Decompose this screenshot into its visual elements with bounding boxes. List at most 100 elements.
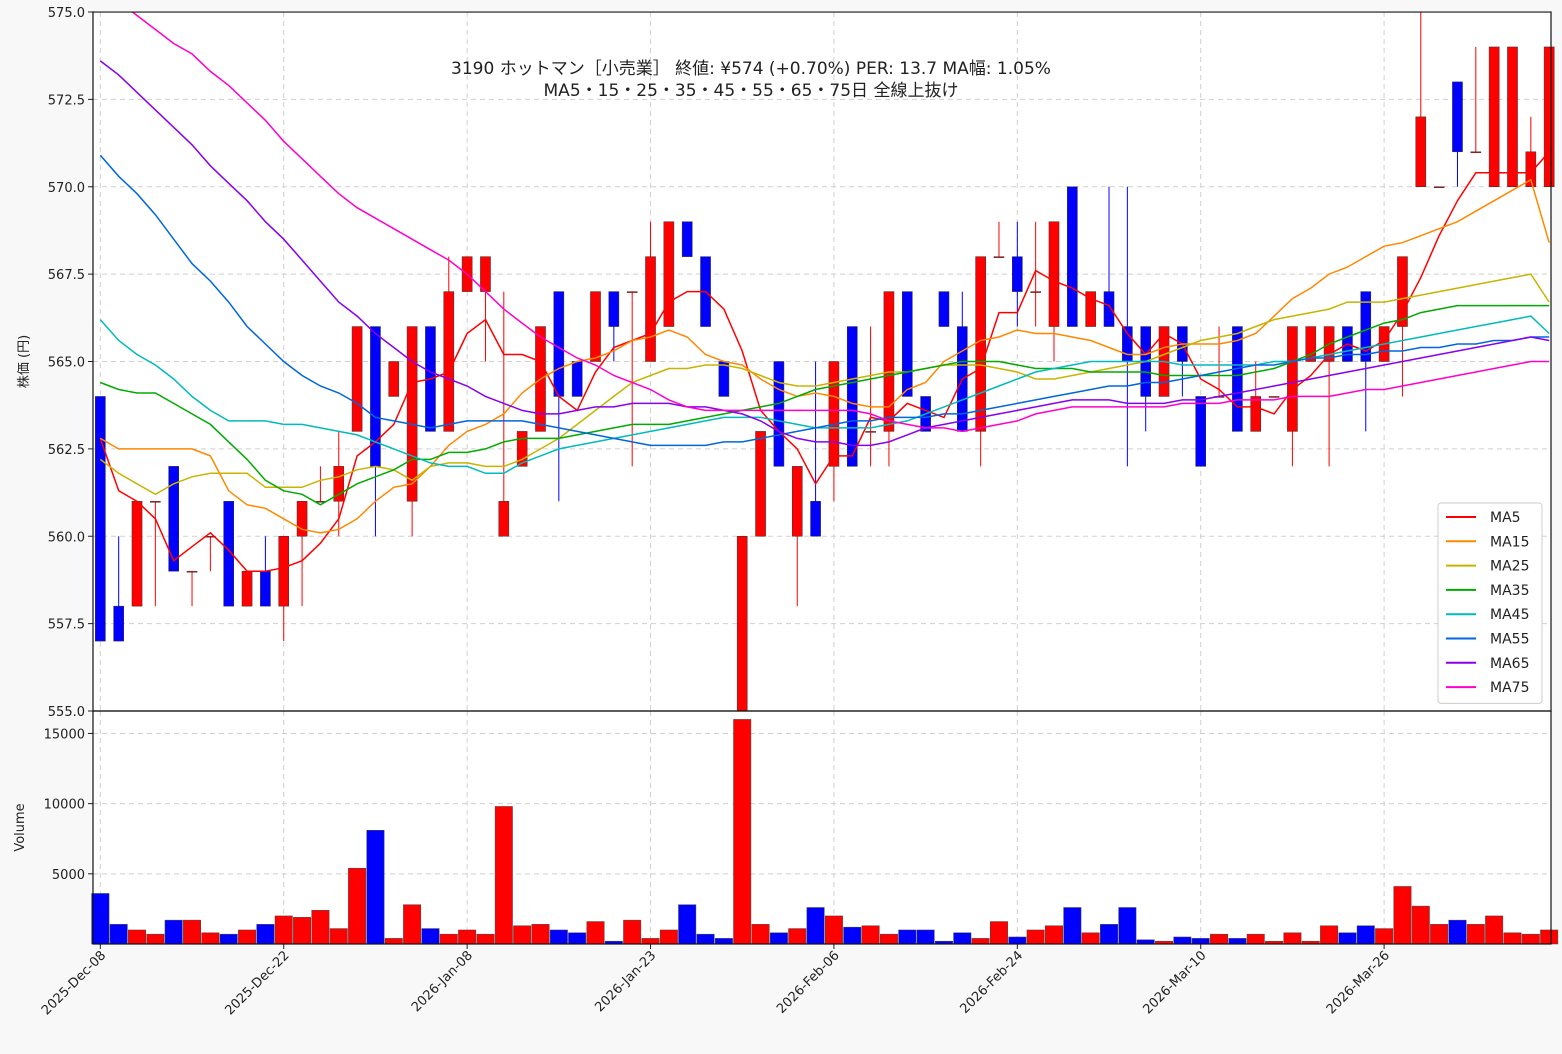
price-tick-label: 572.5 xyxy=(48,93,85,108)
volume-bar xyxy=(1246,933,1265,945)
volume-bar xyxy=(990,921,1008,945)
x-tick-label: 2025-Dec-08 xyxy=(39,948,109,1018)
candle-body xyxy=(131,501,143,607)
candle-body xyxy=(681,221,693,257)
volume-bar xyxy=(128,929,146,945)
candle-body xyxy=(260,570,271,607)
volume-bar xyxy=(1063,907,1082,945)
candle-body xyxy=(1360,291,1372,362)
volume-bar xyxy=(1118,907,1137,945)
candle-body xyxy=(168,466,179,572)
candle-body xyxy=(95,396,106,642)
ma-line-ma25 xyxy=(99,273,1550,496)
volume-bar xyxy=(238,929,257,945)
volume-bar xyxy=(733,719,752,945)
volume-panel-bg xyxy=(93,711,1551,944)
candle-body xyxy=(846,326,858,467)
x-tick-label: 2026-Mar-10 xyxy=(1140,948,1209,1017)
volume-bar xyxy=(1191,938,1210,945)
volume-bar xyxy=(1026,929,1045,945)
price-axis-label: 株価 (円) xyxy=(17,335,32,388)
x-tick-label: 2026-Jan-08 xyxy=(409,948,476,1015)
x-tick-label: 2025-Dec-22 xyxy=(222,948,292,1018)
candle-body xyxy=(498,501,510,537)
candle-body xyxy=(828,361,840,467)
candle-body xyxy=(1543,46,1555,188)
candle-body xyxy=(1085,291,1096,327)
candle-body xyxy=(1195,396,1207,467)
volume-tick-label: 10000 xyxy=(44,798,85,813)
volume-bar xyxy=(1521,933,1540,945)
candle-body xyxy=(1048,221,1060,327)
volume-bar xyxy=(696,933,715,945)
volume-bar xyxy=(806,907,825,945)
volume-bar xyxy=(1210,933,1229,945)
volume-bar xyxy=(714,938,733,945)
candle-body xyxy=(755,431,766,537)
candle-body xyxy=(351,326,363,432)
ma-line-ma5 xyxy=(99,151,1550,572)
volume-bar xyxy=(1045,925,1063,945)
volume-bar xyxy=(366,830,385,945)
price-tick-label: 567.5 xyxy=(48,268,85,283)
price-tick-label: 575.0 xyxy=(48,6,85,21)
candle-body xyxy=(1268,396,1280,398)
volume-bar xyxy=(971,938,990,945)
candle-body xyxy=(278,536,290,607)
volume-bar xyxy=(824,915,843,945)
volume-bar xyxy=(494,806,513,945)
candle-body xyxy=(1030,291,1041,293)
volume-bar xyxy=(293,917,312,945)
ma-line-ma15 xyxy=(99,178,1550,534)
volume-bar xyxy=(274,915,293,945)
volume-bar xyxy=(513,925,532,945)
volume-bar xyxy=(898,929,917,945)
legend-label: MA65 xyxy=(1490,656,1529,672)
candle-body xyxy=(938,291,950,327)
candle-body xyxy=(791,466,803,537)
volume-bar xyxy=(439,933,458,945)
x-tick-label: 2026-Feb-24 xyxy=(958,948,1027,1017)
volume-bar xyxy=(256,924,275,945)
volume-bar xyxy=(1430,924,1449,945)
volume-bar xyxy=(421,928,440,945)
volume-bar xyxy=(1338,932,1357,945)
volume-bar xyxy=(219,933,238,945)
candle-body xyxy=(1012,256,1023,292)
candle-body xyxy=(901,291,913,397)
volume-bars xyxy=(91,719,1559,945)
volume-bar xyxy=(586,921,605,945)
price-tick-label: 555.0 xyxy=(48,705,85,720)
volume-bar xyxy=(879,933,898,945)
price-tick-label: 565.0 xyxy=(48,356,85,371)
volume-bar xyxy=(1448,919,1467,945)
volume-bar xyxy=(953,932,972,945)
volume-bar xyxy=(568,932,587,945)
candle-body xyxy=(553,291,565,397)
candle-body xyxy=(1452,81,1463,153)
volume-bar xyxy=(329,928,348,945)
volume-bar xyxy=(91,893,110,945)
volume-bar xyxy=(788,928,807,945)
volume-bar xyxy=(916,929,935,945)
candle-body xyxy=(113,605,124,642)
candle-body xyxy=(1067,186,1078,327)
volume-bar xyxy=(183,919,201,945)
volume-tick-label: 15000 xyxy=(44,727,85,742)
chart-title: 3190 ホットマン［小売業］ 終値: ¥574 (+0.70%) PER: 1… xyxy=(451,59,1051,79)
volume-bar xyxy=(1228,938,1247,945)
volume-y-axis: 5000 10000 15000 xyxy=(44,727,1551,883)
ma-line-ma55 xyxy=(99,154,1550,447)
candle-body xyxy=(443,291,455,432)
top-cover xyxy=(94,0,1550,12)
candle-body xyxy=(975,256,986,432)
candle-body xyxy=(1122,326,1133,362)
volume-bar xyxy=(1503,932,1522,945)
legend-label: MA15 xyxy=(1490,534,1529,550)
legend-label: MA35 xyxy=(1490,583,1529,599)
candle-body xyxy=(608,291,620,327)
moving-averages xyxy=(99,0,1550,572)
volume-bar xyxy=(1356,925,1375,945)
volume-bar xyxy=(164,919,183,945)
candle-body xyxy=(1470,151,1482,154)
